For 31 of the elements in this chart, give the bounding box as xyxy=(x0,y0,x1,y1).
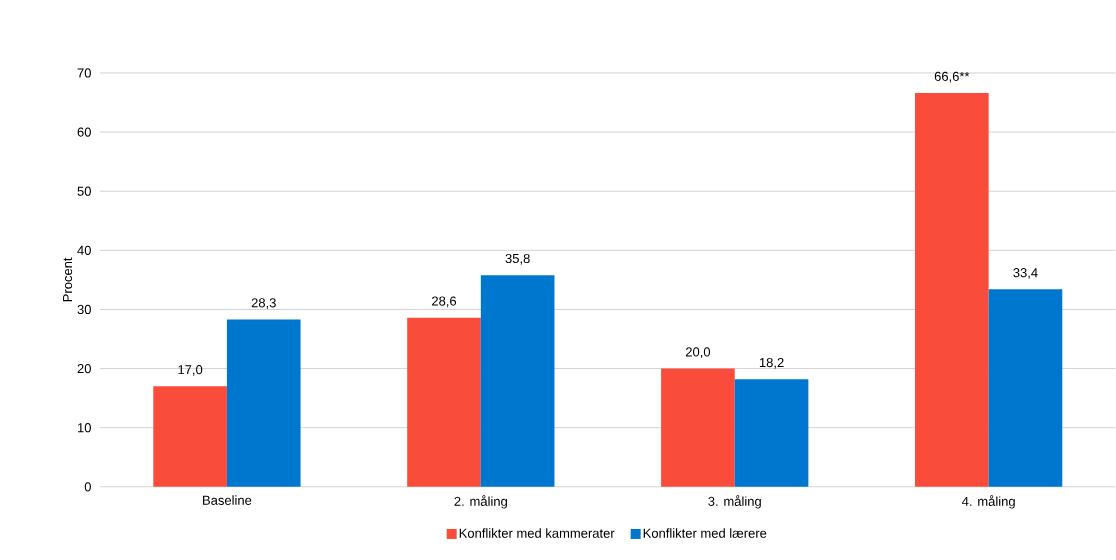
data-label: 18,2 xyxy=(759,358,784,369)
y-tick-label: 20 xyxy=(77,364,91,374)
y-axis-title: Procent xyxy=(63,257,73,302)
data-label: 28,3 xyxy=(251,298,276,310)
y-tick-label: 30 xyxy=(77,304,91,315)
legend-label: Konflikter med kammerater xyxy=(459,528,615,538)
bar xyxy=(480,275,555,487)
bar xyxy=(226,319,301,487)
x-tick-label: Baseline xyxy=(203,495,252,505)
bar xyxy=(734,379,809,487)
data-label: 66,6** xyxy=(934,71,970,83)
y-tick-label: 70 xyxy=(77,68,91,78)
y-tick-label: 50 xyxy=(77,186,91,196)
data-label: 17,0 xyxy=(178,365,203,376)
data-label: 28,6 xyxy=(432,296,457,308)
x-tick-label: 3. måling xyxy=(708,495,761,509)
bar xyxy=(988,289,1063,487)
y-tick-label: 10 xyxy=(77,423,91,433)
data-label: 20,0 xyxy=(685,347,711,359)
data-label: 35,8 xyxy=(505,253,530,265)
bar xyxy=(407,317,481,487)
x-tick-label: 2. måling xyxy=(454,495,507,509)
y-tick-label: 0 xyxy=(84,482,91,492)
bar xyxy=(915,93,989,487)
y-tick-label: 60 xyxy=(77,127,91,137)
bar xyxy=(153,386,227,487)
bar xyxy=(661,368,735,487)
legend-label: Konflikter med lærere xyxy=(643,528,767,538)
y-tick-label: 40 xyxy=(77,245,91,256)
x-tick-label: 4. måling xyxy=(961,495,1015,509)
data-label: 33,4 xyxy=(1013,268,1038,279)
